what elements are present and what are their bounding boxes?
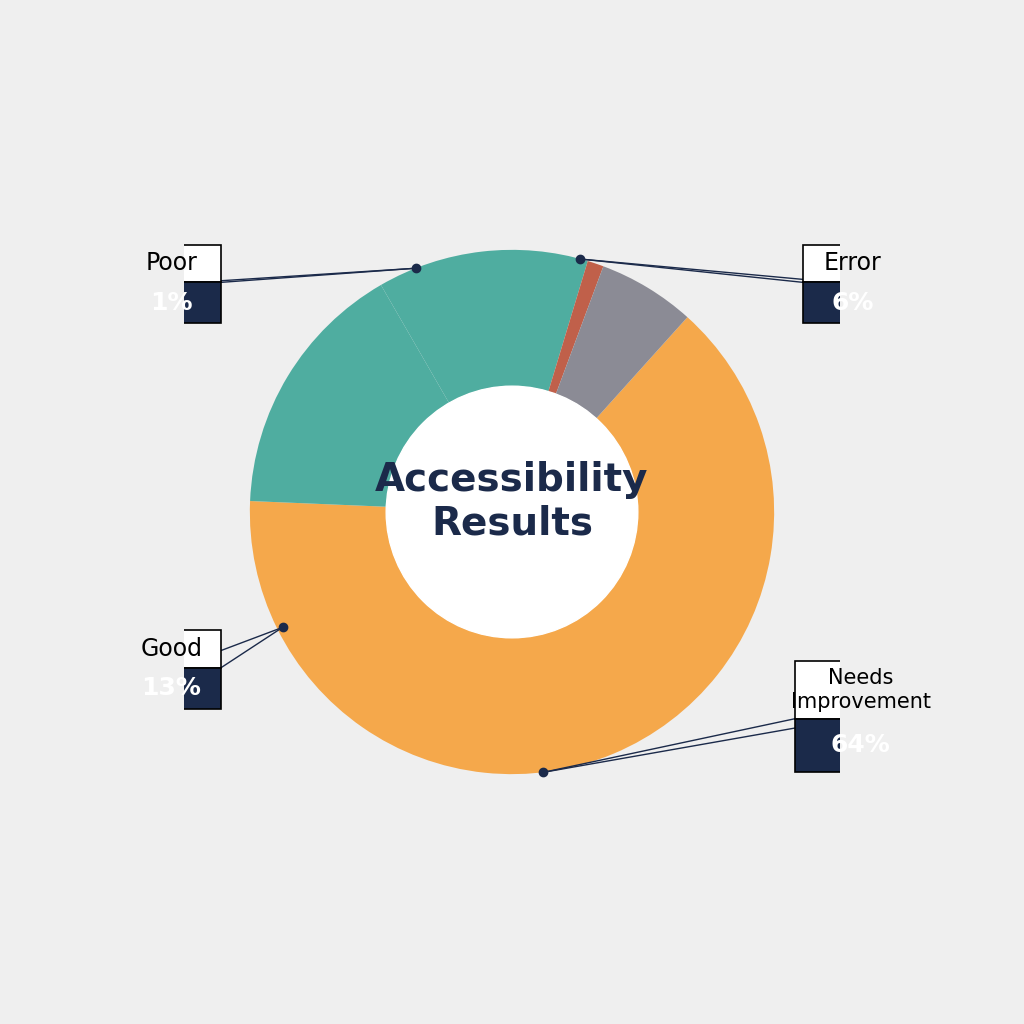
Wedge shape <box>549 261 603 394</box>
Text: Poor: Poor <box>145 252 198 275</box>
Text: Error: Error <box>824 252 882 275</box>
Text: 1%: 1% <box>150 291 193 314</box>
Bar <box>795 662 926 719</box>
Text: 6%: 6% <box>831 291 873 314</box>
Bar <box>803 283 902 324</box>
Circle shape <box>386 386 638 638</box>
Wedge shape <box>381 250 588 403</box>
Bar <box>122 283 221 324</box>
Wedge shape <box>250 317 774 774</box>
Bar <box>795 719 926 771</box>
Bar <box>122 245 221 283</box>
Wedge shape <box>556 266 687 419</box>
Bar <box>803 245 902 283</box>
Text: 13%: 13% <box>141 676 201 700</box>
Text: 64%: 64% <box>830 733 891 757</box>
Text: Accessibility
Results: Accessibility Results <box>375 461 649 543</box>
Text: Needs
Improvement: Needs Improvement <box>791 669 931 712</box>
Bar <box>122 668 221 709</box>
Wedge shape <box>250 285 450 507</box>
Text: Good: Good <box>140 637 202 660</box>
Bar <box>122 630 221 668</box>
